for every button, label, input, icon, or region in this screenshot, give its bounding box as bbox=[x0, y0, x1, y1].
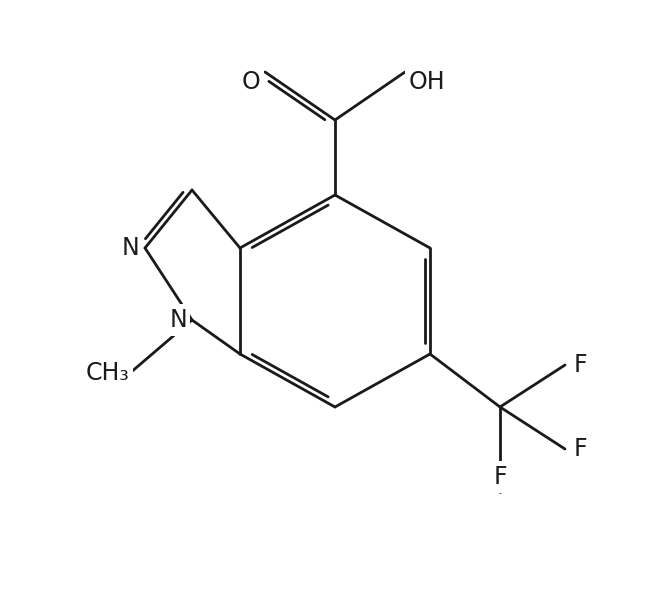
Text: F: F bbox=[574, 353, 587, 377]
Text: F: F bbox=[574, 437, 587, 461]
Text: O: O bbox=[242, 70, 261, 94]
Text: N: N bbox=[121, 236, 139, 260]
Text: F: F bbox=[493, 465, 507, 489]
Text: CH₃: CH₃ bbox=[86, 361, 130, 385]
Text: OH: OH bbox=[409, 70, 446, 94]
Text: N: N bbox=[169, 308, 187, 332]
